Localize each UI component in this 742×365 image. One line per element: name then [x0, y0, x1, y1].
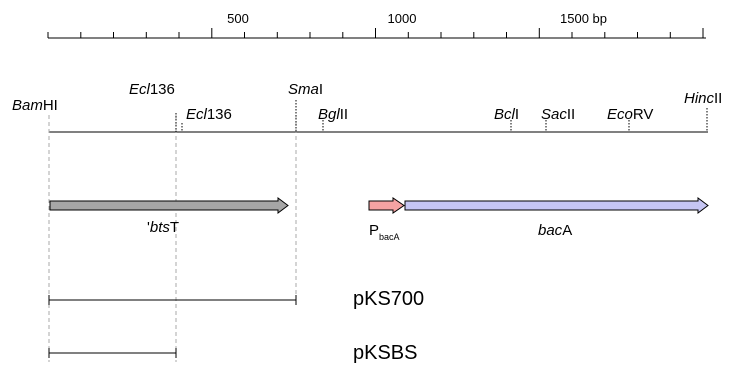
site-stems	[175, 100, 708, 132]
pksbs-label: pKSBS	[353, 342, 417, 364]
promoter-label: PbacA	[369, 222, 400, 242]
scale-label-1500: 1500 bp	[560, 11, 607, 26]
scale-ticks	[47, 28, 704, 38]
scale-ruler: 500 1000 1500 bp	[47, 11, 706, 39]
baca-gene-label: bacA	[538, 222, 572, 239]
promoter-arrow	[368, 197, 405, 214]
guide-lines	[48, 115, 297, 362]
site-label-bamhi: BamHI	[12, 97, 58, 114]
scale-label-1000: 1000	[388, 11, 417, 26]
site-label-ecl136-upper: Ecl136	[129, 81, 175, 98]
site-label-sacii: SacII	[541, 106, 575, 123]
site-label-smai: SmaI	[288, 81, 323, 98]
pks700-label: pKS700	[353, 288, 424, 310]
scale-label-500: 500	[227, 11, 249, 26]
plasmid-pksbs: pKSBS	[48, 342, 417, 364]
site-labels: BamHI Ecl136 Ecl136 SmaI BglII BclI SacI…	[12, 81, 722, 123]
site-label-ecorv: EcoRV	[607, 106, 653, 123]
site-label-bglii: BglII	[318, 106, 348, 123]
baca-gene-arrow	[404, 197, 709, 214]
btst-gene-label: 'btsT	[147, 219, 179, 236]
site-label-hincii: HincII	[684, 90, 722, 107]
gene-arrows	[49, 197, 709, 214]
site-label-bcli: BclI	[494, 106, 519, 123]
plasmid-pks700: pKS700	[48, 288, 424, 310]
btst-gene-arrow	[49, 197, 289, 214]
site-label-ecl136-lower: Ecl136	[186, 106, 232, 123]
